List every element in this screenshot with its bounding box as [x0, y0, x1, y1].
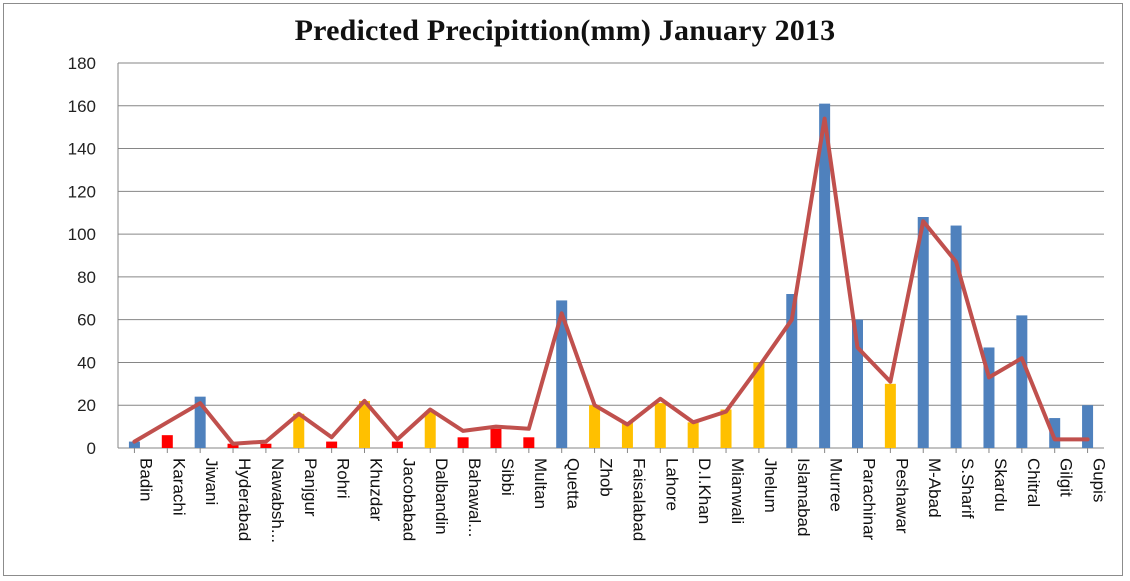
bar: [556, 300, 568, 448]
bar: [523, 437, 535, 448]
y-tick-label: 0: [87, 439, 96, 458]
y-tick-label: 140: [68, 140, 96, 159]
x-category-label: Karachi: [169, 458, 188, 516]
x-category-label: Hyderabad: [235, 458, 254, 541]
trend-line-layer: [132, 116, 1090, 446]
bar: [654, 403, 666, 448]
bar: [687, 422, 699, 448]
x-category-label: S.Sharif: [958, 458, 977, 519]
x-category-label: Quetta: [564, 458, 583, 510]
y-tick-label: 180: [68, 54, 96, 73]
x-category-label: Multan: [531, 458, 550, 509]
x-category-label: Mianwali: [728, 458, 747, 524]
x-category-label: Gilgit: [1057, 458, 1076, 497]
bar: [917, 217, 929, 448]
bar: [621, 422, 633, 448]
x-category-label: Khuzdar: [367, 458, 386, 522]
bar: [128, 441, 140, 448]
bar: [753, 362, 765, 448]
x-category-label: Chitral: [1024, 458, 1043, 507]
bar: [950, 225, 962, 448]
y-tick-label: 80: [77, 268, 96, 287]
x-category-label: Parachinar: [860, 458, 879, 541]
bar: [326, 441, 338, 448]
y-tick-label: 60: [77, 311, 96, 330]
y-axis-tick-labels: 0 20 40 60 80 100 120 140 160 180: [68, 54, 96, 458]
x-category-label: Jhelum: [761, 458, 780, 513]
bar: [194, 396, 206, 448]
x-category-label: Zhob: [597, 458, 616, 497]
bar: [359, 400, 370, 448]
x-category-label: Skardu: [991, 458, 1010, 512]
bar: [786, 294, 798, 448]
bar: [720, 409, 732, 448]
bar: [852, 319, 863, 448]
bar: [391, 441, 403, 448]
x-category-label: Sibbi: [498, 458, 517, 496]
bar: [293, 413, 305, 448]
y-tick-label: 40: [77, 353, 96, 372]
bar: [1016, 315, 1028, 448]
bars: [128, 103, 1094, 448]
chart-title: Predicted Precipittion(mm) January 2013: [294, 14, 836, 47]
x-category-label: Faisalabad: [629, 458, 648, 541]
y-tick-label: 100: [68, 225, 96, 244]
x-category-label: Panjgur: [301, 458, 320, 517]
x-category-label: Lahore: [662, 458, 681, 511]
bar: [424, 411, 436, 448]
bar: [260, 443, 272, 448]
bar: [884, 383, 896, 448]
bar: [983, 347, 995, 448]
gridlines: [117, 62, 1104, 453]
x-category-label: Badin: [136, 458, 155, 501]
x-category-label: Murree: [827, 458, 846, 512]
x-category-label: Jiwani: [202, 458, 221, 505]
x-category-label: Gupis: [1090, 458, 1109, 502]
x-category-label: M-Abad: [925, 458, 944, 518]
x-category-label: D.I.Khan: [695, 458, 714, 524]
y-tick-label: 20: [77, 396, 96, 415]
x-category-label: Bahawal...: [465, 458, 484, 537]
chart-frame: [3, 3, 1123, 576]
trend-line: [132, 116, 1090, 446]
x-category-label: Dalbandin: [432, 458, 451, 535]
bar: [457, 437, 469, 448]
bar: [161, 435, 173, 448]
x-category-label: Peshawar: [892, 458, 911, 534]
x-category-label: Jacobabad: [399, 458, 418, 541]
bar: [589, 405, 601, 448]
x-category-label: Rohri: [334, 458, 353, 499]
x-category-label: Islamabad: [794, 458, 813, 536]
y-tick-label: 160: [68, 97, 96, 116]
x-axis-category-labels: Badin Karachi Jiwani Hyderabad Nawabsh... Pan…: [136, 458, 1108, 543]
y-tick-label: 120: [68, 182, 96, 201]
bar: [1082, 405, 1094, 448]
x-category-label: Nawabsh...: [268, 458, 287, 543]
bar: [819, 103, 831, 448]
bar: [1049, 418, 1061, 448]
bar: [490, 428, 502, 448]
bar: [227, 443, 239, 448]
